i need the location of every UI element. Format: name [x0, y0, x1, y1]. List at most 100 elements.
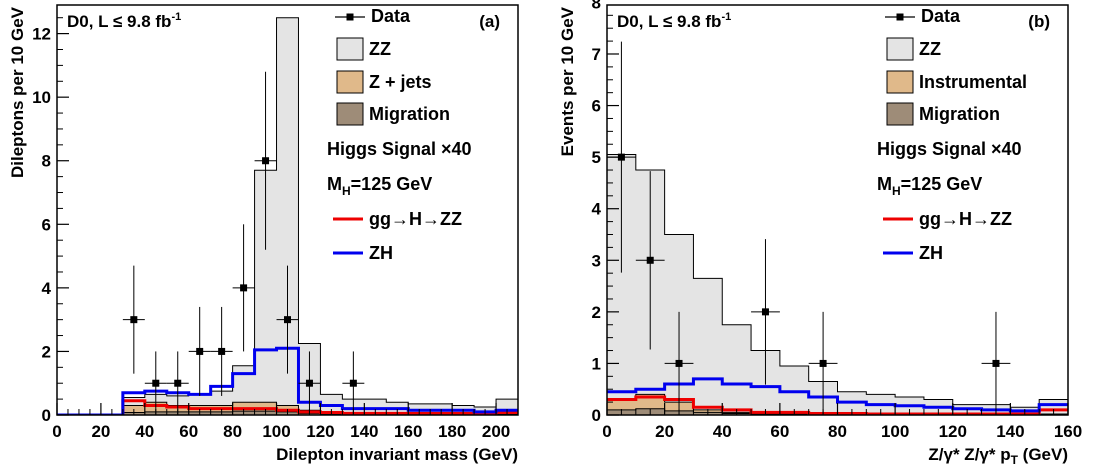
y-axis-title: Events per 10 GeV: [558, 6, 577, 156]
data-point-marker: [617, 153, 625, 161]
data-point: [122, 265, 145, 374]
legend-migration-swatch: [336, 102, 364, 126]
data-point: [635, 171, 665, 350]
x-tick-label: 60: [179, 422, 198, 441]
data-point-marker: [174, 379, 182, 387]
legend-ggh-label: gg→H→ZZ: [919, 209, 1012, 229]
x-tick-label: 60: [770, 422, 789, 441]
legend-data-label: Data: [921, 6, 961, 26]
legend-data-label: Data: [371, 6, 411, 26]
data-point-marker: [675, 359, 683, 367]
y-tick-label: 6: [592, 97, 601, 116]
legend-ggh-label: gg→H→ZZ: [369, 209, 462, 229]
y-axis-title: Dileptons per 10 GeV: [8, 6, 27, 178]
panel-a: 0 20 40 60 80 100 120 140 160 180 200 0 2 4 6 8 10 12 Dile…: [8, 4, 519, 464]
data-point: [276, 265, 299, 374]
experiment-label: D0, L ≤ 9.8 fb-1: [67, 11, 181, 31]
x-tick-label: 40: [135, 422, 154, 441]
x-tick-label: 20: [91, 422, 110, 441]
y-tick-label: 4: [42, 279, 52, 298]
legend-mass-m: M: [877, 174, 892, 194]
experiment-label-superscript: -1: [171, 11, 181, 23]
panel-label: (b): [1028, 12, 1050, 31]
data-point-marker: [196, 347, 204, 355]
data-point: [254, 71, 277, 250]
x-tick-label: 120: [939, 422, 967, 441]
y-tick-label: 0: [592, 406, 601, 425]
data-point-marker: [349, 379, 357, 387]
experiment-label: D0, L ≤ 9.8 fb-1: [617, 11, 731, 31]
legend-zz-label: ZZ: [919, 39, 941, 59]
data-point: [342, 351, 365, 415]
y-tick-label: 2: [42, 342, 51, 361]
data-point-marker: [262, 157, 270, 165]
zz-histogram: [57, 17, 518, 415]
x-axis-title-unit: (GeV): [1018, 445, 1068, 464]
experiment-label-text: D0, L ≤ 9.8 fb: [67, 12, 171, 31]
x-tick-label: 120: [306, 422, 334, 441]
x-tick-label: 20: [655, 422, 674, 441]
data-point: [144, 351, 167, 415]
x-tick-label: 0: [602, 422, 611, 441]
data-point: [298, 351, 321, 415]
legend-data-marker: [346, 13, 354, 21]
legend-zh-label: ZH: [919, 243, 943, 263]
y-tick-label: 0: [42, 406, 51, 425]
legend-zz-swatch: [886, 37, 914, 61]
x-tick-label: 180: [438, 422, 466, 441]
x-tick-label: 140: [996, 422, 1024, 441]
legend-migration-label: Migration: [369, 104, 450, 124]
data-point-marker: [218, 347, 226, 355]
x-tick-label: 80: [223, 422, 242, 441]
experiment-label-text: D0, L ≤ 9.8 fb: [617, 12, 721, 31]
x-tick-label: 0: [52, 422, 61, 441]
legend-migration-swatch: [886, 102, 914, 126]
legend-data-marker: [896, 13, 904, 21]
legend-bkg2-swatch: [336, 70, 364, 94]
legend-zz-label: ZZ: [369, 39, 391, 59]
y-tick-label: 6: [42, 215, 51, 234]
x-tick-label: 100: [262, 422, 290, 441]
y-tick-label: 10: [32, 88, 51, 107]
data-point: [751, 239, 780, 385]
data-point-marker: [761, 308, 769, 316]
legend-zz-swatch: [336, 37, 364, 61]
data-point: [166, 351, 189, 415]
x-axis-title-sub: T: [1011, 453, 1019, 467]
x-tick-label: 140: [350, 422, 378, 441]
y-tick-label: 8: [592, 0, 601, 12]
y-tick-label: 8: [42, 152, 51, 171]
legend-mass-value: =125 GeV: [351, 174, 433, 194]
panel-b: 0 20 40 60 80 100 120 140 160 0 1 2 3 4 5 6 7 8 Z/γ* Z/γ* …: [558, 0, 1082, 467]
legend-mass-sub: H: [892, 184, 901, 198]
legend-signal-title: Higgs Signal ×40: [327, 139, 472, 159]
legend-bkg2-label: Z + jets: [369, 72, 432, 92]
legend-mass-label: MH=125 GeV: [877, 174, 982, 198]
x-tick-label: 80: [828, 422, 847, 441]
y-tick-label: 2: [592, 303, 601, 322]
legend-mass-label: MH=125 GeV: [327, 174, 432, 198]
x-tick-label: 100: [881, 422, 909, 441]
legend-zh-label: ZH: [369, 243, 393, 263]
y-tick-label: 7: [592, 45, 601, 64]
legend-migration-label: Migration: [919, 104, 1000, 124]
data-point: [981, 311, 1011, 415]
data-point-marker: [992, 359, 1000, 367]
x-tick-label: 160: [1054, 422, 1082, 441]
x-axis-title: Dilepton invariant mass (GeV): [276, 445, 518, 464]
x-tick-label: 40: [713, 422, 732, 441]
x-tick-label: 160: [394, 422, 422, 441]
data-point-marker: [130, 316, 138, 324]
data-point: [188, 306, 211, 396]
panel-label: (a): [479, 12, 500, 31]
y-tick-label: 12: [32, 25, 51, 44]
y-tick-label: 4: [592, 200, 602, 219]
legend-bkg2-swatch: [886, 70, 914, 94]
y-tick-label: 3: [592, 251, 601, 270]
data-point-marker: [646, 256, 654, 264]
data-point-marker: [284, 316, 291, 324]
experiment-label-superscript: -1: [721, 11, 731, 23]
data-point: [808, 311, 838, 415]
data-point: [232, 224, 255, 352]
legend-mass-sub: H: [342, 184, 351, 198]
